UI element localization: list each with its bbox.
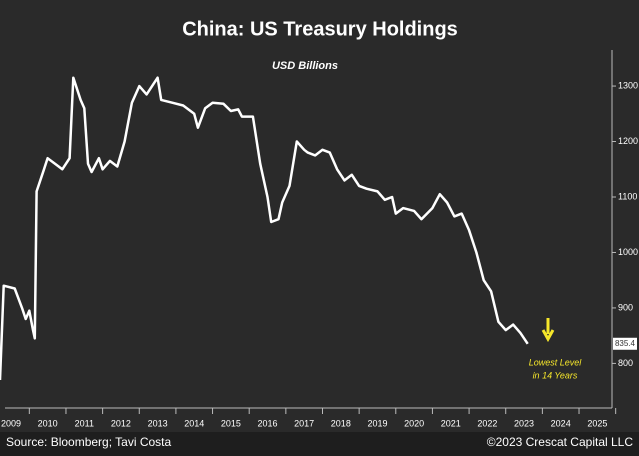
x-tick-label: 2013 xyxy=(148,418,168,428)
y-tick-label: 1100 xyxy=(618,191,637,201)
copyright: ©2023 Crescat Capital LLC xyxy=(487,435,634,449)
line xyxy=(0,76,529,381)
chart-title: China: US Treasury Holdings xyxy=(182,18,458,40)
x-tick-label: 2015 xyxy=(221,418,241,428)
source: Source: Bloomberg; Tavi Costa xyxy=(6,435,172,449)
y-tick-label: 1200 xyxy=(618,136,638,146)
x-tick-label: 2014 xyxy=(184,418,204,428)
y-tick-label: 900 xyxy=(618,302,633,312)
x-tick-label: 2017 xyxy=(294,418,314,428)
x-tick-label: 2023 xyxy=(514,418,534,428)
x-tick-label: 2011 xyxy=(75,418,94,428)
x-tick-label: 2018 xyxy=(331,418,351,428)
x-tick-label: 2016 xyxy=(258,418,278,428)
x-tick-label: 2021 xyxy=(441,418,461,428)
x-tick-label: 2024 xyxy=(551,418,571,428)
x-tick-label: 2022 xyxy=(477,418,497,428)
annotation: in 14 Years xyxy=(533,370,578,380)
x-tick-label: 2020 xyxy=(404,418,424,428)
value-label: 835.4 xyxy=(615,339,636,348)
x-tick-label: 2025 xyxy=(587,418,607,428)
y-tick-label: 1300 xyxy=(618,80,638,90)
annotation: Lowest Level xyxy=(529,357,583,367)
arrow xyxy=(541,318,555,343)
x-tick-label: 2019 xyxy=(367,418,387,428)
x-tick-label: 2009 xyxy=(1,418,21,428)
footer-band xyxy=(0,432,639,456)
y-tick-label: 1000 xyxy=(618,247,638,257)
x-tick-label: 2012 xyxy=(111,418,131,428)
subtitle: USD Billions xyxy=(272,60,338,72)
value-label-box xyxy=(613,337,637,350)
y-tick-label: 800 xyxy=(618,358,633,368)
x-tick-label: 2010 xyxy=(38,418,58,428)
